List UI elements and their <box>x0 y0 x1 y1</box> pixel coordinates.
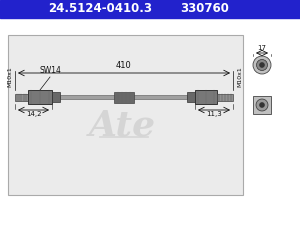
Text: 330760: 330760 <box>181 2 230 16</box>
Circle shape <box>256 99 268 111</box>
Bar <box>113 92 134 103</box>
Text: Ate: Ate <box>88 108 156 142</box>
Bar <box>15 94 28 101</box>
Bar <box>217 94 233 101</box>
Text: SW14: SW14 <box>39 66 61 75</box>
Circle shape <box>256 59 268 70</box>
Text: 14,2: 14,2 <box>26 111 41 117</box>
Bar <box>195 90 217 104</box>
Text: M10x1: M10x1 <box>238 66 242 87</box>
Text: 410: 410 <box>116 61 132 70</box>
Circle shape <box>253 56 271 74</box>
Bar <box>60 95 187 99</box>
Text: 11,3: 11,3 <box>206 111 222 117</box>
Text: 24.5124-0410.3: 24.5124-0410.3 <box>48 2 152 16</box>
Bar <box>8 35 243 195</box>
Circle shape <box>260 63 265 68</box>
Text: 17: 17 <box>257 45 266 51</box>
Bar <box>52 92 60 102</box>
Circle shape <box>260 103 265 108</box>
Text: M10x1: M10x1 <box>8 66 13 87</box>
Bar <box>187 92 195 102</box>
Bar <box>253 96 271 114</box>
Bar <box>28 90 52 104</box>
Bar <box>0 0 300 18</box>
